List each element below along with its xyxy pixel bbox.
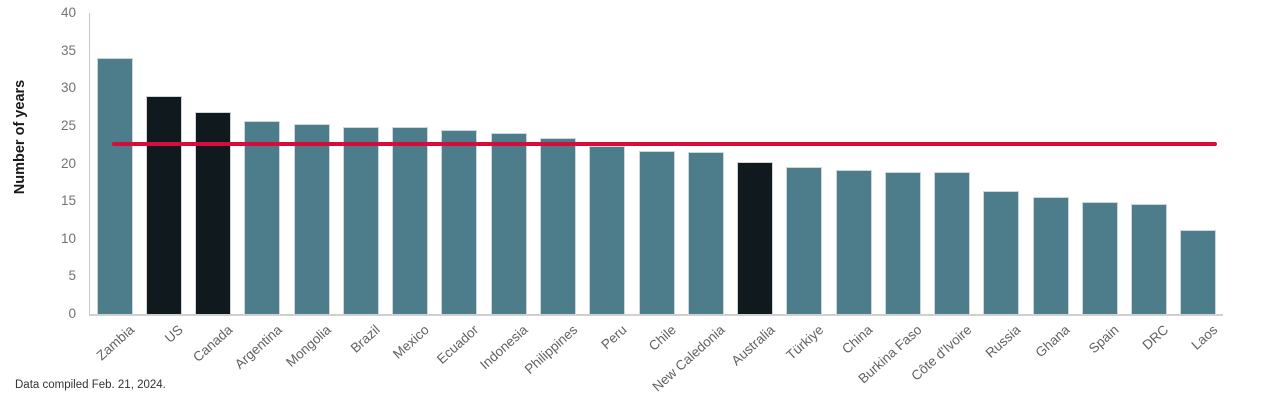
x-category-label: Brazil <box>347 322 383 356</box>
bar-new-caledonia <box>687 152 724 314</box>
x-category-label: Zambia <box>93 322 137 364</box>
x-category-label: China <box>839 322 876 357</box>
y-tick-label: 25 <box>60 117 76 133</box>
x-category-label: Australia <box>727 322 778 369</box>
y-tick-label: 10 <box>60 230 76 246</box>
y-tick-label: 0 <box>68 306 76 321</box>
footer-note: Data compiled Feb. 21, 2024. <box>15 379 166 391</box>
bar-mexico <box>392 127 429 314</box>
plot-area: 0 5 10 15 20 25 30 35 40 Zambia US Canada Argentina M… <box>61 5 1223 394</box>
bar-brazil <box>342 127 379 314</box>
bar-ghana <box>1032 197 1069 314</box>
x-category-label: Peru <box>598 322 630 353</box>
y-tick-label: 30 <box>60 80 76 96</box>
x-category-label: Philippines <box>521 322 581 377</box>
bar-peru <box>589 146 626 314</box>
bar-drc <box>1131 204 1168 314</box>
bars-container <box>90 13 1223 314</box>
x-category-label: Ecuador <box>434 322 482 367</box>
x-category-label: Canada <box>190 322 236 365</box>
x-category-label: Mexico <box>390 322 433 362</box>
bar-australia <box>737 162 774 314</box>
bar-argentina <box>244 121 281 314</box>
bar-mongolia <box>293 124 330 314</box>
bar-slot <box>484 13 533 314</box>
bar-slot <box>829 13 878 314</box>
bar-us <box>145 96 182 314</box>
x-category-label: Laos <box>1188 322 1221 353</box>
x-category-label: Argentina <box>231 322 285 372</box>
bar-ecuador <box>441 130 478 314</box>
bar-slot <box>1075 13 1124 314</box>
bar-slot <box>189 13 238 314</box>
x-category-label: US <box>161 322 186 346</box>
average-line <box>112 141 1217 146</box>
x-category-label: DRC <box>1139 322 1172 353</box>
x-category-label: Türkiye <box>783 322 827 363</box>
y-tick-label: 35 <box>60 42 76 58</box>
bar-slot <box>977 13 1026 314</box>
y-tick-label: 15 <box>60 193 76 209</box>
bar-slot <box>1026 13 1075 314</box>
bar-slot <box>780 13 829 314</box>
bar-slot <box>583 13 632 314</box>
x-category-label: Russia <box>982 322 1024 361</box>
bar-zambia <box>96 58 133 314</box>
bar-slot <box>435 13 484 314</box>
x-category-label: Spain <box>1086 322 1122 357</box>
bar-russia <box>983 191 1020 314</box>
bar-slot <box>681 13 730 314</box>
x-category-label: Ghana <box>1032 322 1073 361</box>
bar-laos <box>1180 230 1217 314</box>
bar-slot <box>632 13 681 314</box>
bar-burkina-faso <box>884 172 921 314</box>
bar-slot <box>928 13 977 314</box>
y-tick-label: 5 <box>68 268 76 284</box>
y-tick-label: 40 <box>60 5 76 20</box>
bar-chile <box>638 151 675 314</box>
x-category-label: Chile <box>645 322 679 354</box>
bar-c-te-d-ivoire <box>934 172 971 314</box>
bar-china <box>835 170 872 314</box>
bar-slot <box>139 13 188 314</box>
bar-slot <box>533 13 582 314</box>
bar-slot <box>90 13 139 314</box>
bar-slot <box>730 13 779 314</box>
bar-slot <box>336 13 385 314</box>
bar-spain <box>1081 202 1118 314</box>
bar-slot <box>287 13 336 314</box>
y-axis-title: Number of years <box>12 79 28 195</box>
bar-slot <box>386 13 435 314</box>
bar-slot <box>1125 13 1174 314</box>
bar-slot <box>1174 13 1223 314</box>
bar-slot <box>238 13 287 314</box>
bar-t-rkiye <box>786 167 823 314</box>
y-tick-label: 20 <box>60 155 76 171</box>
bar-slot <box>878 13 927 314</box>
bar-philippines <box>540 138 577 314</box>
bar-indonesia <box>490 133 527 314</box>
x-category-label: Mongolia <box>282 322 334 370</box>
